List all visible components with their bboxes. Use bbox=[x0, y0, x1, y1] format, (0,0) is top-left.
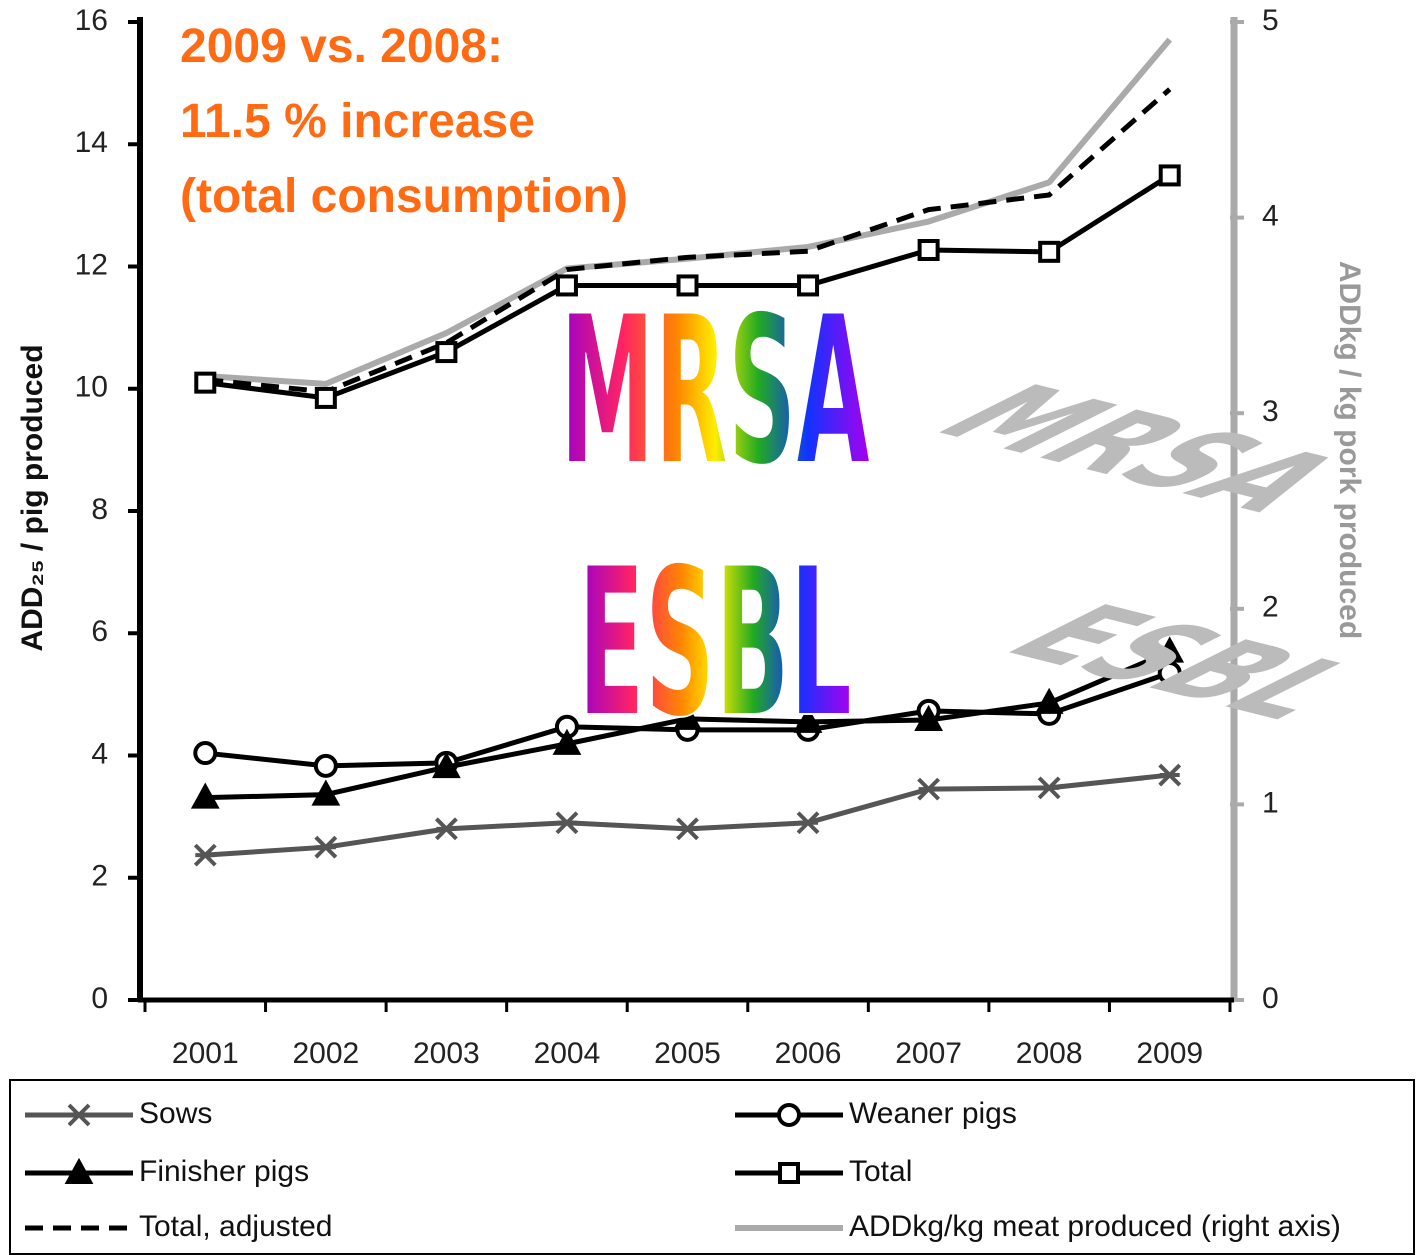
legend-label: Total bbox=[849, 1155, 912, 1188]
legend-label: Finisher pigs bbox=[139, 1155, 309, 1188]
marker bbox=[798, 813, 818, 833]
annotation-mrsa: MRSA bbox=[560, 273, 870, 511]
chart: 0246810121416012345200120022003200420052… bbox=[0, 0, 1418, 1255]
marker bbox=[678, 819, 698, 839]
y-axis-label: ADD₂₅ / pig produced bbox=[16, 344, 49, 651]
marker bbox=[1040, 243, 1058, 261]
marker bbox=[1039, 778, 1059, 798]
legend-label: Sows bbox=[139, 1097, 212, 1130]
y2-axis-label: ADDkg / kg pork produced bbox=[1333, 261, 1366, 639]
marker bbox=[315, 784, 337, 804]
annotation-esbl: ESBL bbox=[578, 525, 852, 763]
marker bbox=[919, 779, 939, 799]
legend-label: Total, adjusted bbox=[139, 1210, 332, 1243]
y-tick-label: 0 bbox=[91, 982, 108, 1015]
marker bbox=[195, 743, 215, 763]
marker bbox=[316, 756, 336, 776]
marker bbox=[1160, 765, 1180, 785]
annotation: (total consumption) bbox=[180, 170, 628, 223]
marker bbox=[920, 241, 938, 259]
y-tick-label: 6 bbox=[91, 615, 108, 648]
x-tick-label: 2007 bbox=[895, 1037, 962, 1070]
y2-tick-label: 2 bbox=[1262, 591, 1279, 624]
y-tick-label: 10 bbox=[75, 371, 108, 404]
marker bbox=[316, 837, 336, 857]
y-tick-label: 16 bbox=[75, 4, 108, 37]
x-tick-label: 2009 bbox=[1136, 1037, 1203, 1070]
x-tick-label: 2008 bbox=[1016, 1037, 1083, 1070]
marker bbox=[779, 1105, 799, 1125]
marker bbox=[436, 819, 456, 839]
marker bbox=[780, 1164, 798, 1182]
marker bbox=[196, 374, 214, 392]
x-tick-label: 2005 bbox=[654, 1037, 721, 1070]
marker bbox=[1161, 166, 1179, 184]
y2-tick-label: 5 bbox=[1262, 4, 1279, 37]
marker bbox=[557, 813, 577, 833]
marker bbox=[317, 389, 335, 407]
x-tick-label: 2001 bbox=[172, 1037, 239, 1070]
marker bbox=[195, 845, 215, 865]
y-tick-label: 8 bbox=[91, 493, 108, 526]
x-tick-label: 2006 bbox=[775, 1037, 842, 1070]
x-tick-label: 2002 bbox=[292, 1037, 359, 1070]
annotation: 2009 vs. 2008: bbox=[180, 20, 503, 73]
marker bbox=[437, 343, 455, 361]
marker bbox=[194, 787, 216, 807]
y-tick-label: 4 bbox=[91, 737, 108, 770]
legend-label: ADDkg/kg meat produced (right axis) bbox=[849, 1210, 1341, 1243]
annotation-shadow: MRSA bbox=[898, 369, 1381, 528]
legend-label: Weaner pigs bbox=[849, 1097, 1017, 1130]
x-tick-label: 2004 bbox=[534, 1037, 601, 1070]
y2-tick-label: 4 bbox=[1262, 200, 1279, 233]
y-tick-label: 12 bbox=[75, 248, 108, 281]
y2-tick-label: 1 bbox=[1262, 786, 1279, 819]
annotation: 11.5 % increase bbox=[180, 95, 535, 148]
y2-tick-label: 0 bbox=[1262, 982, 1279, 1015]
marker bbox=[1038, 692, 1060, 712]
y-tick-label: 2 bbox=[91, 860, 108, 893]
y-tick-label: 14 bbox=[75, 126, 108, 159]
x-tick-label: 2003 bbox=[413, 1037, 480, 1070]
